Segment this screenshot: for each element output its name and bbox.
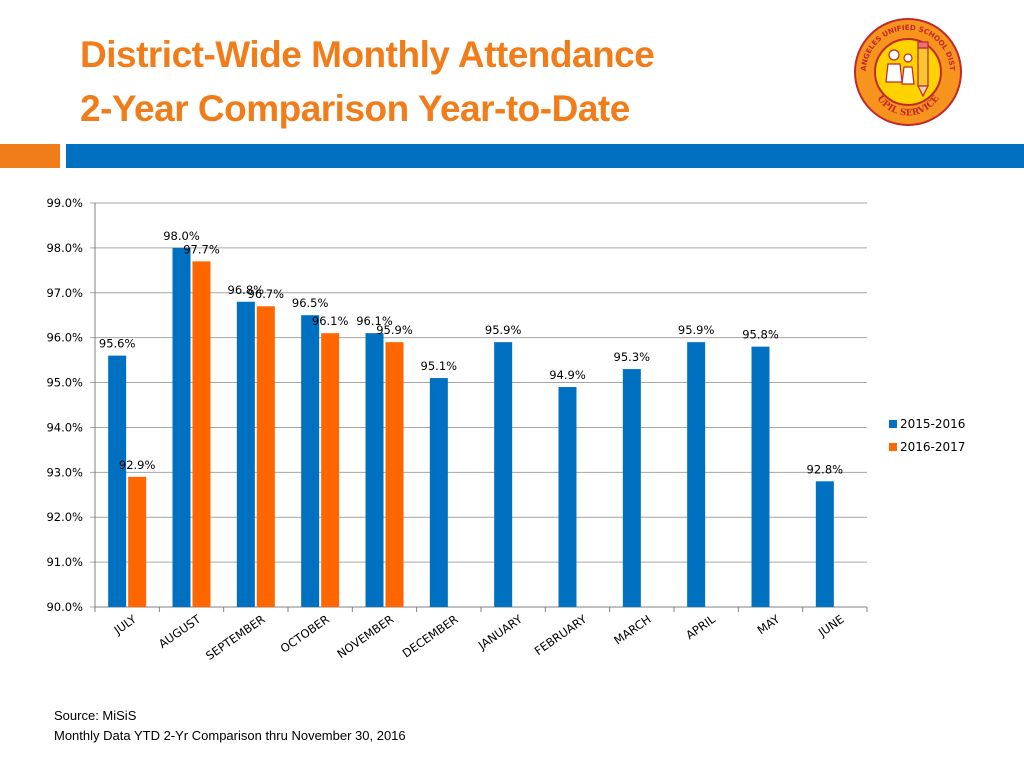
legend: 2015-2016 2016-2017 [889,417,965,454]
bar-2015-2016-may [751,346,770,607]
legend-label-2016-2017: 2016-2017 [900,440,965,454]
x-tick-label: JULY [111,611,140,637]
bar-2015-2016-july [108,355,127,607]
x-tick-label: AUGUST [156,611,204,651]
legend-label-2015-2016: 2015-2016 [900,417,965,431]
data-label: 96.1% [312,314,349,328]
bar-2016-2017-september [256,306,275,607]
data-label: 95.3% [614,350,651,364]
data-label: 96.8% [228,283,265,297]
title-line-2: 2-Year Comparison Year-to-Date [80,88,630,129]
data-label: 95.9% [678,323,715,337]
data-label: 95.6% [99,337,136,351]
y-tick-label: 95.0% [46,376,83,390]
bar-2015-2016-june [815,481,834,607]
data-labels: 95.6% 98.0% 96.8% 96.5% 96.1% 95.1% 95.9% 94.9%… [99,229,843,476]
x-tick-label: MARCH [611,612,653,647]
bar-2016-2017-july [128,476,147,607]
bar-2015-2016-february [558,387,577,607]
bar-2015-2016-march [622,369,641,607]
x-tick-label: SEPTEMBER [203,612,267,663]
x-tick-label: DECEMBER [400,612,461,660]
y-axis-ticks: 90.0% 91.0% 92.0% 93.0% 94.0% 95.0% 96.0% 97.0%… [46,196,83,614]
bar-2016-2017-november [385,342,404,607]
y-tick-label: 98.0% [46,241,83,255]
data-label: 95.9% [485,323,522,337]
x-tick-label: JUNE [815,612,847,640]
x-tick-label: NOVEMBER [334,612,396,661]
x-tick-label: OCTOBER [278,612,332,656]
y-tick-label: 91.0% [46,555,83,569]
y-tick-label: 92.0% [46,510,83,524]
x-axis-ticks: JULY AUGUST SEPTEMBER OCTOBER NOVEMBER DECEMB… [111,611,847,663]
bar-2015-2016-september [236,301,255,607]
gridlines [90,202,868,612]
legend-swatch-2016-2017 [889,443,897,451]
legend-swatch-2015-2016 [889,420,897,428]
y-tick-label: 99.0% [46,196,83,210]
attendance-bar-chart: 90.0% 91.0% 92.0% 93.0% 94.0% 95.0% 96.0% 97.0%… [46,196,965,663]
header-accent-orange [0,144,60,168]
bar-2015-2016-october [301,315,320,607]
data-label: 96.1% [356,314,393,328]
bar-2015-2016-august [172,247,191,607]
y-tick-label: 93.0% [46,465,83,479]
y-tick-label: 90.0% [46,600,83,614]
source-line-1: Source: MiSiS [54,708,137,723]
data-label: 95.9% [376,323,413,337]
data-label: 96.7% [248,287,285,301]
y-tick-label: 97.0% [46,286,83,300]
x-tick-label: JANUARY [475,611,526,652]
x-tick-label: FEBRUARY [532,611,590,658]
bar-2015-2016-december [429,378,448,607]
data-label: 96.5% [292,296,329,310]
title-line-1: District-Wide Monthly Attendance [80,34,655,75]
x-tick-label: APRIL [683,612,718,643]
data-label: 98.0% [163,229,200,243]
bars [108,247,834,607]
bar-2016-2017-august [192,261,211,607]
data-label: 92.9% [119,458,156,472]
lausd-pupil-services-logo: LOS ANGELES UNIFIED SCHOOL DISTRICT PUPI… [852,14,962,126]
source-line-2: Monthly Data YTD 2-Yr Comparison thru No… [54,728,406,743]
data-label: 94.9% [549,368,586,382]
data-label: 97.7% [183,242,220,256]
page-title: District-Wide Monthly Attendance 2-Year … [80,28,655,136]
data-label: 95.1% [421,359,458,373]
data-label: 95.8% [742,328,779,342]
bar-2015-2016-january [494,342,513,607]
x-tick-label: MAY [755,611,783,637]
bar-2016-2017-october [321,333,340,607]
bar-2015-2016-april [687,342,706,607]
header-accent-blue [66,144,1024,168]
y-tick-label: 94.0% [46,420,83,434]
y-tick-label: 96.0% [46,331,83,345]
source-note: Source: MiSiS Monthly Data YTD 2-Yr Comp… [54,706,406,746]
bar-2015-2016-november [365,333,384,607]
data-label: 92.8% [807,462,844,476]
